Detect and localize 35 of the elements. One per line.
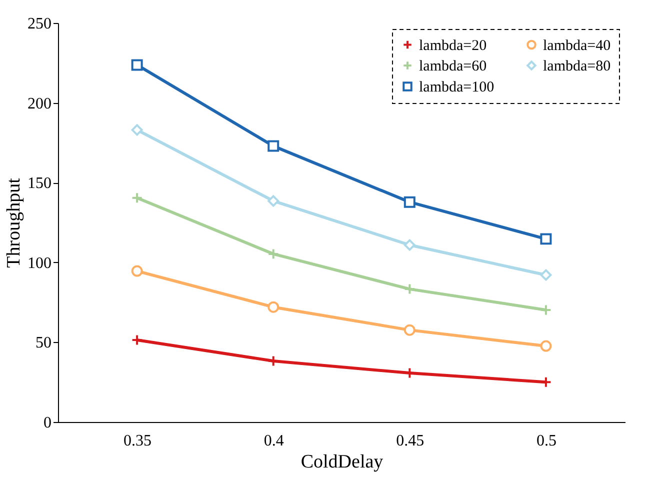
point — [131, 265, 143, 277]
x-axis-title: ColdDelay — [300, 452, 384, 472]
point — [404, 283, 416, 295]
point — [268, 301, 280, 313]
y-tick-label: 0 — [44, 414, 52, 432]
x-tick-label: 0.35 — [124, 432, 152, 450]
y-tick-label: 100 — [28, 254, 52, 272]
point — [540, 340, 552, 352]
legend-label: lambda=20 — [419, 38, 487, 54]
y-tick-label: 250 — [28, 16, 52, 32]
point — [268, 195, 280, 207]
point — [268, 248, 280, 260]
point — [404, 324, 416, 336]
point — [540, 269, 552, 281]
point — [540, 376, 552, 388]
point — [540, 233, 552, 245]
legend-label: lambda=40 — [543, 38, 611, 54]
y-tick-label: 50 — [36, 334, 52, 352]
legend-label: lambda=80 — [543, 58, 611, 74]
point — [268, 140, 280, 152]
point — [131, 59, 143, 71]
y-axis-title: Throughput — [4, 177, 24, 268]
legend-label: lambda=100 — [419, 80, 494, 96]
x-tick-label: 0.5 — [536, 432, 556, 450]
x-tick-label: 0.4 — [264, 432, 284, 450]
point — [404, 239, 416, 251]
x-tick-label: 0.45 — [396, 432, 424, 450]
point — [131, 192, 143, 204]
y-tick-label: 200 — [28, 95, 52, 112]
point — [404, 196, 416, 208]
point — [540, 304, 552, 316]
point — [131, 124, 143, 136]
point — [131, 334, 143, 346]
legend-label: lambda=60 — [419, 58, 487, 74]
y-tick-label: 150 — [28, 175, 52, 192]
